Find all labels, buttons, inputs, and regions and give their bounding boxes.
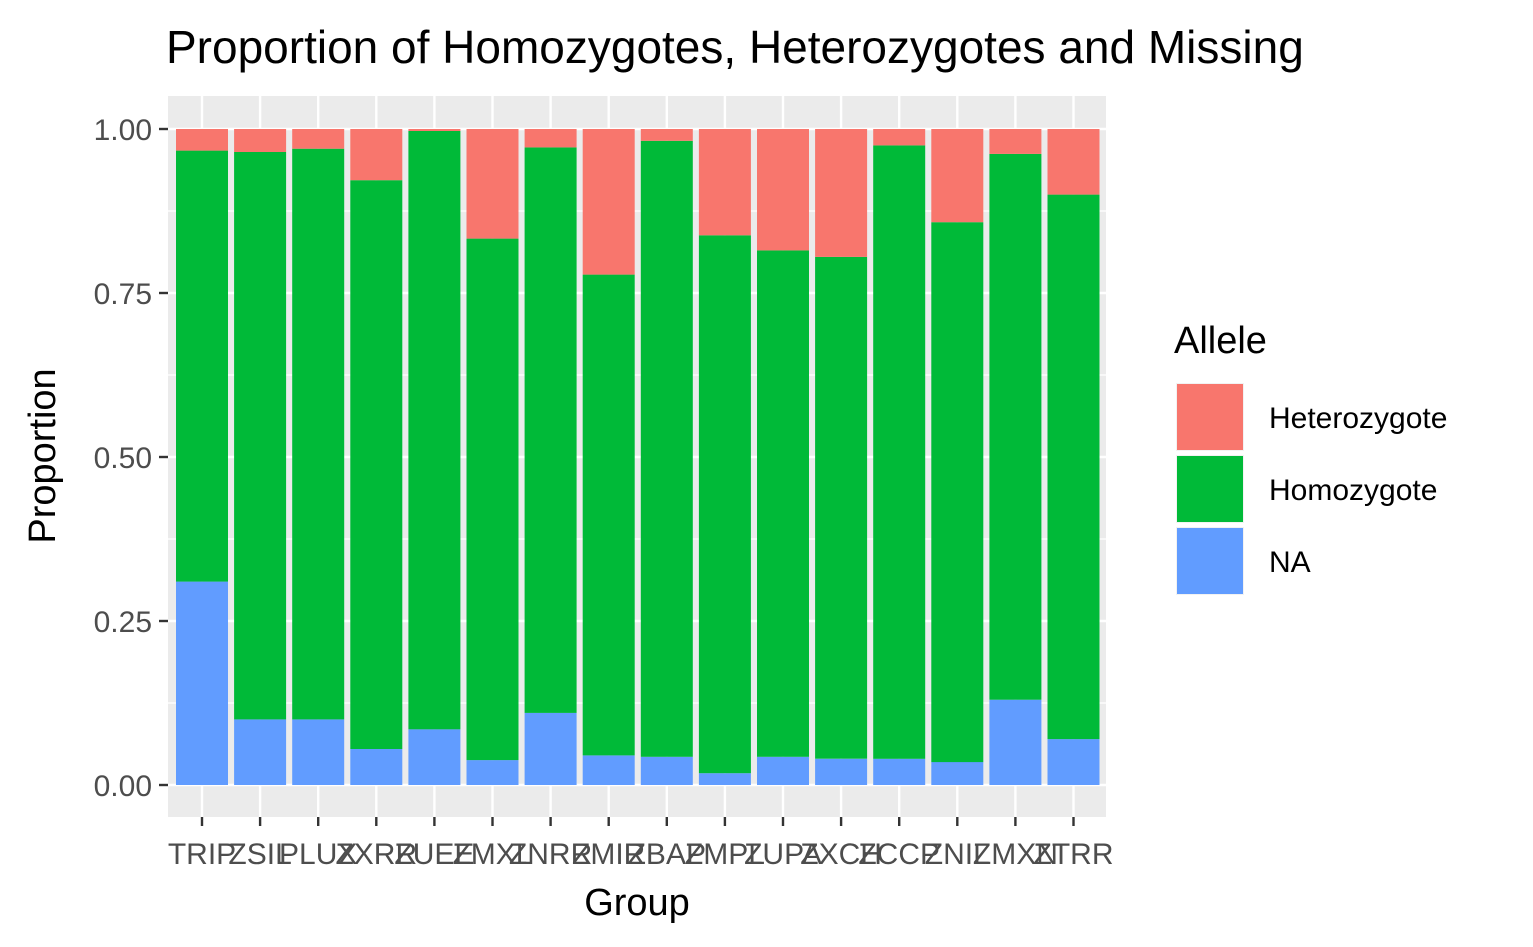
x-tick-label: ZMIR [572, 838, 645, 871]
bar-segment-heterozygote-zmxn [989, 129, 1042, 154]
bar-segment-na-trip [176, 581, 228, 785]
x-tick-label: TRIP [168, 838, 236, 871]
bar-segment-heterozygote-plux [292, 129, 345, 149]
bar-segment-heterozygote-znrr [524, 129, 577, 148]
bar-segment-homozygote-zuee [408, 131, 461, 730]
bar-segment-na-zmxn [989, 699, 1042, 785]
chart-title: Proportion of Homozygotes, Heterozygotes… [166, 21, 1304, 73]
legend-label-na: NA [1269, 546, 1311, 579]
bar-segment-na-zccp [873, 758, 926, 785]
bar-segment-homozygote-zxch [815, 256, 868, 759]
bar-segment-na-zmpl [698, 773, 751, 785]
x-tick-label: ZSIL [228, 838, 291, 871]
legend-swatch-heterozygote [1177, 384, 1243, 450]
bar-segment-na-zsil [234, 719, 287, 785]
bar-segment-na-plux [292, 719, 345, 785]
legend-label-homozygote: Homozygote [1269, 474, 1437, 507]
legend-swatch-na [1177, 528, 1243, 594]
x-axis-title: Group [584, 882, 690, 924]
bar-segment-homozygote-zmxn [989, 153, 1042, 700]
bar-segment-na-zuee [408, 729, 461, 785]
bar-segment-heterozygote-zmir [582, 129, 635, 275]
bar-segment-na-zbap [640, 756, 693, 785]
bar-segment-heterozygote-zxrr [350, 129, 403, 181]
bar-segment-na-zxrr [350, 748, 403, 785]
y-axis-title: Proportion [22, 368, 64, 543]
bar-segment-heterozygote-trip [176, 129, 228, 151]
bar-segment-homozygote-znrr [524, 147, 577, 713]
legend-label-heterozygote: Heterozygote [1269, 402, 1447, 435]
legend-title: Allele [1174, 320, 1267, 362]
bar-segment-homozygote-znil [931, 222, 984, 763]
x-axis: TRIPZSILPLUXZXRRZUEEZMXLZNRRZMIRZBAPZMPL… [168, 817, 1114, 871]
bars [176, 129, 1100, 785]
bar-segment-heterozygote-zsil [234, 129, 287, 152]
bar-segment-homozygote-zmpl [698, 235, 751, 774]
bar-segment-homozygote-zccp [873, 145, 926, 759]
bar-segment-homozygote-zbap [640, 140, 693, 757]
x-tick-label: ZTRR [1034, 838, 1114, 871]
y-axis: 0.00 0.25 0.50 0.75 1.00 [94, 114, 168, 803]
y-tick-label: 0.50 [94, 442, 152, 475]
bar-segment-na-zmir [582, 755, 635, 785]
bar-segment-homozygote-zmir [582, 274, 635, 756]
x-tick-label: ZXRR [335, 838, 417, 871]
x-tick-label: ZMXN [973, 838, 1058, 871]
x-tick-label: ZXCH [800, 838, 882, 871]
y-tick-label: 0.25 [94, 606, 152, 639]
x-tick-label: ZMXL [452, 838, 532, 871]
y-tick-label: 0.00 [94, 770, 152, 803]
bar-segment-na-zmxl [466, 760, 519, 785]
bar-segment-homozygote-zxrr [350, 180, 403, 749]
x-tick-label: ZBAP [628, 838, 706, 871]
bar-segment-heterozygote-znil [931, 129, 984, 223]
bar-segment-na-zupa [757, 756, 809, 785]
bar-segment-homozygote-ztrr [1047, 194, 1100, 740]
x-tick-label: ZMPL [685, 838, 765, 871]
bar-segment-heterozygote-zuee [408, 129, 461, 131]
x-tick-label: ZUPA [744, 838, 822, 871]
bar-segment-na-zxch [815, 758, 868, 785]
bar-segment-heterozygote-zmxl [466, 129, 519, 239]
bar-segment-homozygote-plux [292, 148, 345, 720]
bar-segment-heterozygote-ztrr [1047, 129, 1100, 195]
bar-segment-homozygote-zsil [234, 152, 287, 720]
y-tick-label: 0.75 [94, 278, 152, 311]
bar-segment-heterozygote-zmpl [698, 129, 751, 236]
x-tick-label: ZNRR [509, 838, 592, 871]
bar-segment-homozygote-trip [176, 150, 228, 582]
bar-segment-homozygote-zmxl [466, 238, 519, 761]
bar-segment-heterozygote-zccp [873, 129, 926, 146]
x-tick-label: PLUX [279, 838, 357, 871]
x-tick-label: ZUEE [394, 838, 474, 871]
y-tick-label: 1.00 [94, 114, 152, 147]
bar-segment-heterozygote-zbap [640, 129, 693, 141]
x-tick-label: ZCCP [858, 838, 940, 871]
bar-segment-heterozygote-zupa [757, 129, 809, 251]
bar-segment-heterozygote-zxch [815, 129, 868, 257]
x-tick-label: ZNIL [925, 838, 990, 871]
legend: Allele Heterozygote Homozygote NA [1174, 320, 1447, 595]
bar-segment-na-znil [931, 762, 984, 785]
legend-swatch-homozygote [1177, 456, 1243, 522]
bar-segment-na-znrr [524, 712, 577, 785]
bar-segment-homozygote-zupa [757, 250, 809, 757]
bar-segment-na-ztrr [1047, 739, 1100, 785]
